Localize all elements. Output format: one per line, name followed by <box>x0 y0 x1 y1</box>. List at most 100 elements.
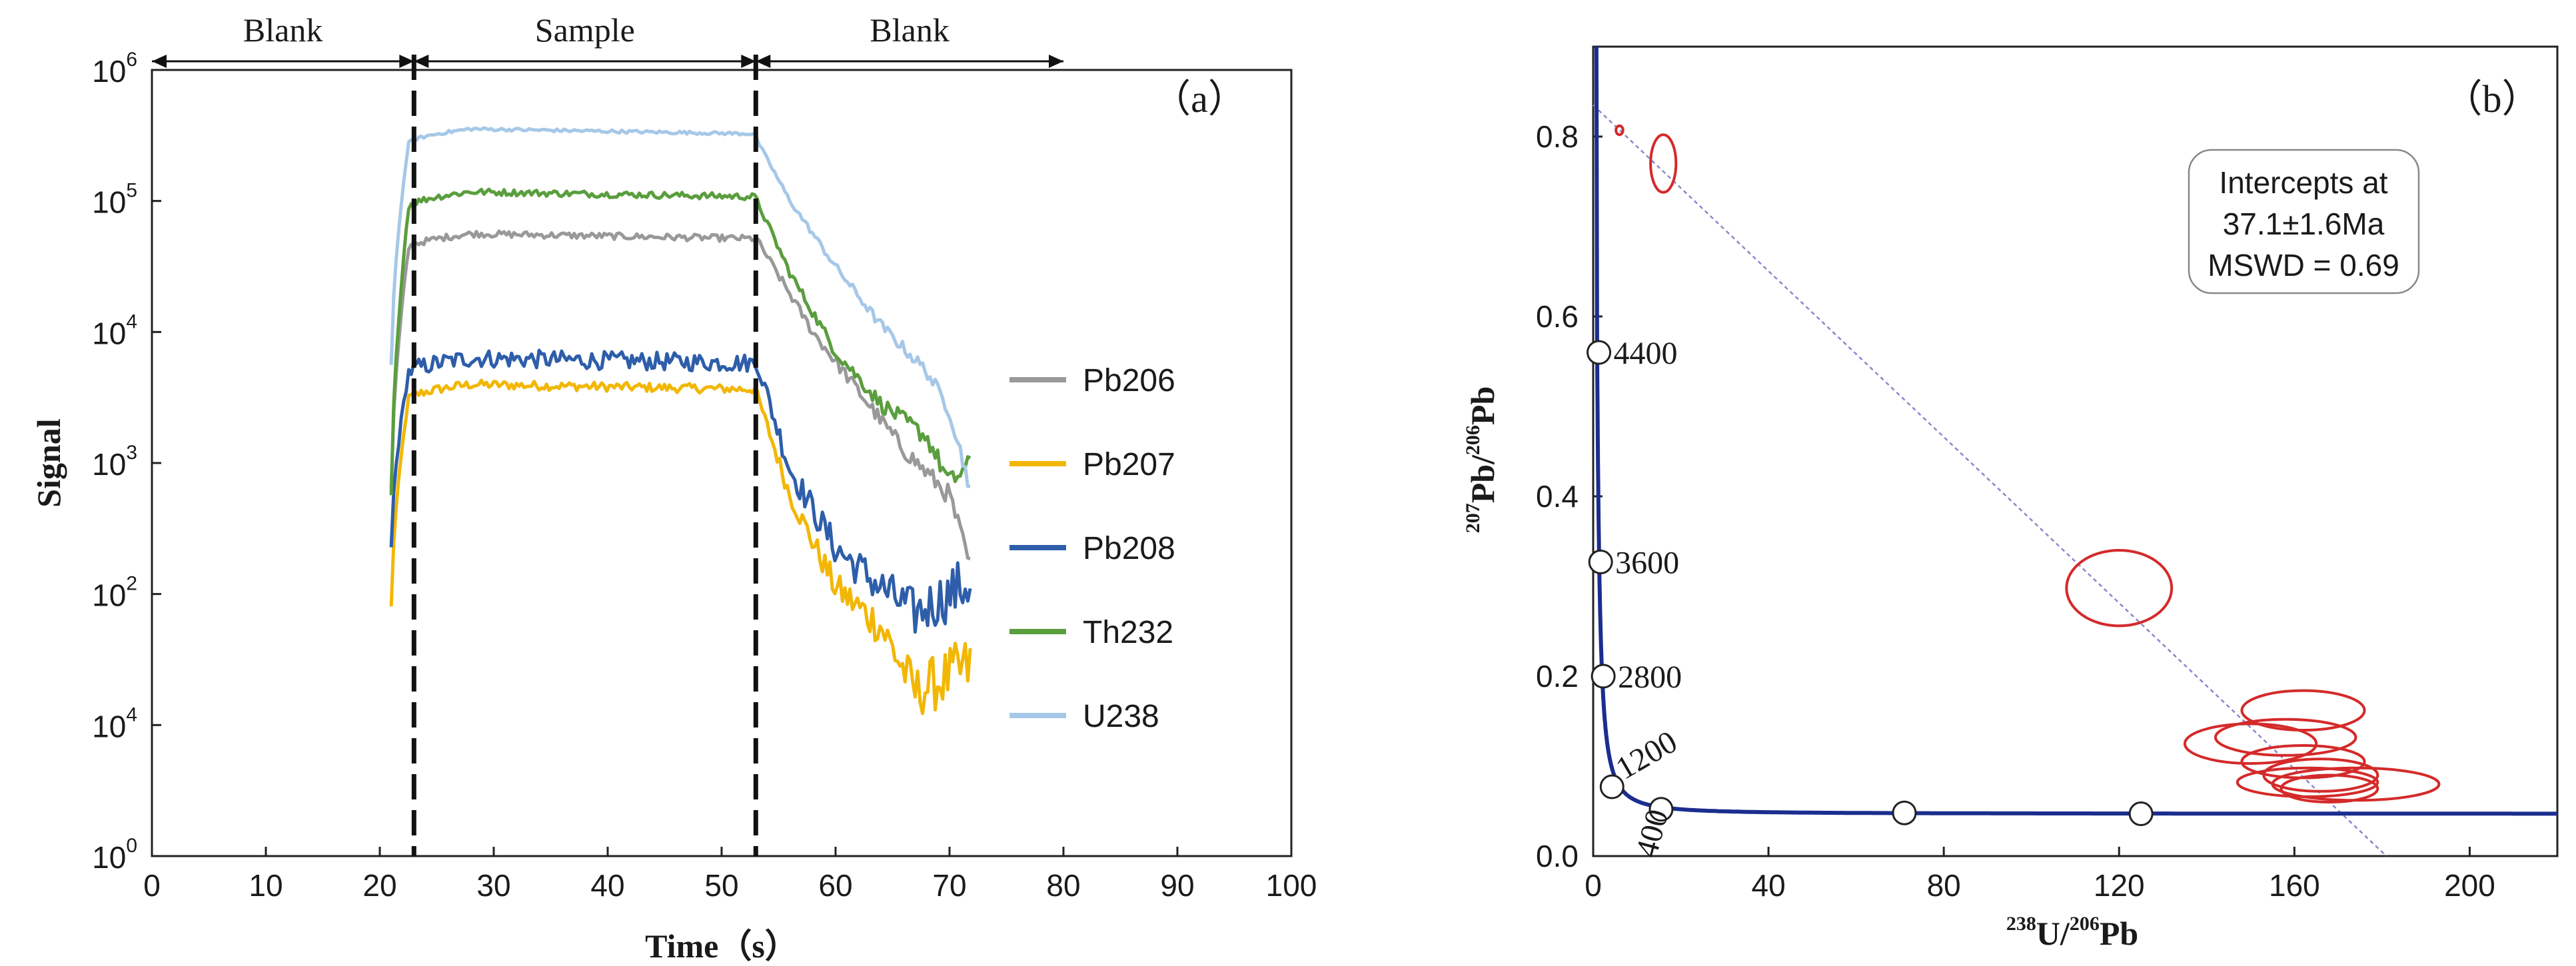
y-axis-label-text-part: Pb <box>1464 386 1501 425</box>
concordia-age-marker <box>1588 550 1613 575</box>
y-axis-label-text: 207Pb/206Pb <box>1462 386 1501 534</box>
error-ellipse <box>2240 689 2366 732</box>
x-tick-label: 20 <box>362 868 396 903</box>
x-tick-label: 80 <box>1927 868 1961 903</box>
panel-b-label: （b） <box>2443 77 2540 121</box>
x-tick-label: 120 <box>2094 868 2145 903</box>
x-axis-label-text-part: U/ <box>2036 915 2070 952</box>
y-tick-exponent: 0 <box>126 835 137 857</box>
series-line-pb206 <box>389 229 971 561</box>
annotation-line-1: Intercepts at <box>2219 165 2387 200</box>
legend-label-pb207: Pb207 <box>1083 447 1175 482</box>
error-ellipse <box>1649 133 1678 194</box>
y-tick-label: 102 <box>92 573 137 613</box>
y-tick-label: 0.2 <box>1536 659 1579 694</box>
x-tick-label: 0 <box>143 868 161 903</box>
age-label: 4400 <box>1614 336 1678 371</box>
panel-a-y-axis-label: Signal <box>30 418 67 508</box>
concordia-age-marker <box>1599 774 1624 799</box>
y-tick-base: 10 <box>92 840 126 875</box>
concordia-age-marker <box>2128 801 2154 827</box>
y-tick-base: 10 <box>92 709 126 743</box>
y-tick-base: 10 <box>92 447 126 482</box>
phase-arrow-head <box>414 55 429 68</box>
y-axis-label-text-part: 207 <box>1462 503 1484 533</box>
y-tick-label: 0.0 <box>1536 839 1579 873</box>
x-tick-label: 50 <box>704 868 738 903</box>
panel-a-label: （a） <box>1152 77 1247 121</box>
x-tick-label: 160 <box>2269 868 2320 903</box>
error-ellipse <box>2214 718 2357 757</box>
y-axis-label-text-part: 206 <box>1462 425 1484 455</box>
error-ellipse <box>2065 549 2174 628</box>
panel-b-error-ellipses <box>1614 124 2441 803</box>
legend-label-pb208: Pb208 <box>1083 531 1175 566</box>
y-tick-base: 10 <box>92 185 126 220</box>
legend-label-u238: U238 <box>1083 699 1159 734</box>
y-tick-base: 10 <box>92 578 126 613</box>
annotation-box <box>2188 149 2420 294</box>
error-ellipse <box>2236 766 2379 798</box>
legend-label-th232: Th232 <box>1083 615 1173 650</box>
y-tick-label: 104 <box>92 310 137 350</box>
x-tick-label: 200 <box>2444 868 2495 903</box>
concordia-age-marker <box>1591 664 1616 689</box>
panel-a-x-ticks: 0 10 20 30 40 50 60 70 80 90 100 <box>143 847 1317 903</box>
y-tick-label: 106 <box>92 49 137 89</box>
age-label: 3600 <box>1615 546 1679 581</box>
x-tick-label: 40 <box>1752 868 1786 903</box>
x-tick-label: 100 <box>1266 868 1317 903</box>
x-tick-label: 0 <box>1585 868 1602 903</box>
phase-arrow-head <box>1049 55 1063 68</box>
y-tick-exponent: 4 <box>126 310 137 332</box>
y-tick-label: 105 <box>92 180 137 220</box>
error-ellipse <box>1614 124 1624 137</box>
phase-arrow-head <box>152 55 167 68</box>
panel-a-time-resolved-signal: 0 10 20 30 40 50 60 70 80 90 100 10010410210310410… <box>30 11 1317 965</box>
x-axis-label-text-part: Pb <box>2100 915 2138 952</box>
panel-b-y-ticks: 0.0 0.2 0.4 0.6 0.8 <box>1536 119 1603 873</box>
concordia-age-marker <box>1648 797 1674 822</box>
y-tick-label: 104 <box>92 704 137 743</box>
y-tick-label: 103 <box>92 442 137 482</box>
panel-a-legend: Pb206 Pb207 Pb208 Th232 U238 <box>1009 363 1175 734</box>
age-label: 400 <box>1628 805 1675 861</box>
x-axis-label-text: 238U/206Pb <box>2006 913 2138 952</box>
panel-b-tera-wasserburg-plot: 0 40 80 120 160 200 0.0 0.2 0.4 0.6 0.8 4400 3600 2… <box>1462 45 2559 952</box>
y-tick-exponent: 3 <box>126 442 137 464</box>
panel-b-intercept-annotation: Intercepts at 37.1±1.6Ma MSWD = 0.69 <box>2188 149 2420 294</box>
y-tick-label: 100 <box>92 835 137 875</box>
y-tick-label: 0.8 <box>1536 119 1579 154</box>
x-tick-label: 40 <box>590 868 624 903</box>
legend-label-pb206: Pb206 <box>1083 363 1175 398</box>
panel-a-x-axis-label: Time（s） <box>645 927 798 965</box>
x-tick-label: 90 <box>1160 868 1194 903</box>
y-tick-base: 10 <box>92 54 126 89</box>
y-tick-exponent: 5 <box>126 180 137 202</box>
y-tick-label: 0.6 <box>1536 299 1579 334</box>
concordia-age-marker <box>1587 340 1612 365</box>
regression-line <box>1593 104 2387 857</box>
phase-label: Blank <box>243 11 322 49</box>
panel-a-series-lines <box>389 126 972 716</box>
phase-arrow-head <box>741 55 756 68</box>
annotation-line-3: MSWD = 0.69 <box>2208 248 2399 282</box>
annotation-line-2: 37.1±1.6Ma <box>2223 207 2385 241</box>
error-ellipse <box>2279 773 2379 803</box>
series-line-th232 <box>389 187 971 496</box>
x-tick-label: 70 <box>932 868 966 903</box>
y-tick-exponent: 6 <box>126 49 137 71</box>
panel-b-plot-frame <box>1592 45 2559 857</box>
concordia-age-marker <box>1892 800 1917 825</box>
phase-arrow-head <box>756 55 771 68</box>
error-ellipse <box>2262 757 2379 793</box>
series-line-pb207 <box>389 378 972 716</box>
x-axis-label-text-part: 238 <box>2006 913 2036 935</box>
y-tick-base: 10 <box>92 316 126 350</box>
error-ellipse <box>2183 722 2318 765</box>
x-tick-label: 10 <box>249 868 283 903</box>
phase-label: Sample <box>535 11 635 49</box>
